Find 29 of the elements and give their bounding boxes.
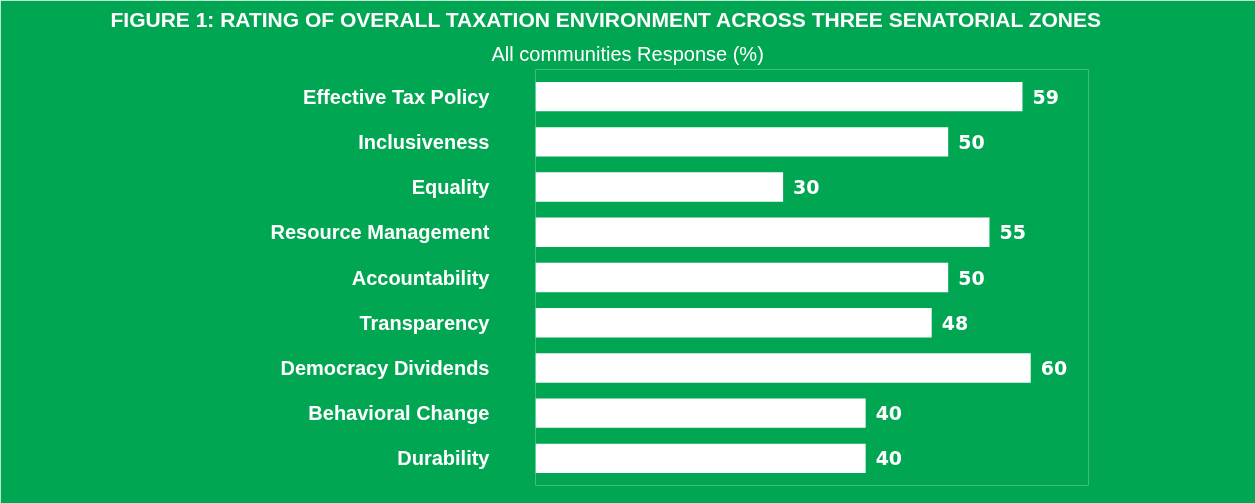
- bar: [535, 353, 1031, 383]
- chart-title: FIGURE 1: RATING OF OVERALL TAXATION ENVIRONMENT ACROSS THREE SENATORIAL ZONES: [110, 7, 1102, 31]
- bar: [535, 398, 866, 428]
- y-tick-label: Transparency: [359, 311, 491, 334]
- bar: [535, 172, 784, 202]
- bar: [535, 262, 949, 293]
- data-label: 50: [958, 130, 985, 153]
- data-label: 48: [941, 311, 969, 334]
- y-tick-label: Effective Tax Policy: [303, 85, 491, 108]
- bar: [535, 81, 1023, 112]
- data-label: 55: [999, 221, 1026, 244]
- bar: [535, 217, 990, 247]
- bar: [535, 308, 932, 338]
- y-tick-label: Inclusiveness: [358, 130, 490, 153]
- data-label: 60: [1040, 356, 1068, 379]
- chart-subtitle: All communities Response (%): [491, 42, 764, 65]
- data-label: 59: [1032, 85, 1059, 108]
- y-tick-label: Accountability: [351, 266, 491, 289]
- data-label: 40: [875, 447, 903, 470]
- bar: [535, 127, 949, 157]
- data-label: 50: [958, 266, 985, 289]
- y-tick-label: Durability: [397, 447, 491, 470]
- y-tick-label: Democracy Dividends: [280, 356, 490, 379]
- bar: [535, 443, 866, 474]
- y-tick-label: Behavioral Change: [308, 402, 490, 425]
- y-tick-label: Equality: [411, 176, 491, 199]
- y-tick-label: Resource Management: [270, 221, 490, 244]
- data-label: 30: [793, 176, 820, 199]
- data-label: 40: [875, 402, 903, 425]
